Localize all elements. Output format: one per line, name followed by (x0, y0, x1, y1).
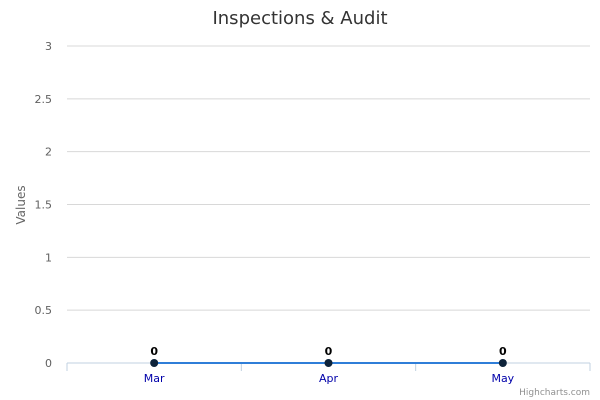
x-tick-label: May (491, 372, 514, 385)
y-axis-ticks: 0 0.5 1 1.5 2 2.5 3 (35, 40, 53, 370)
x-tick-label: Mar (144, 372, 165, 385)
y-tick-label: 2 (45, 146, 52, 159)
y-tick-label: 1 (45, 251, 52, 264)
data-label: 0 (325, 345, 333, 358)
y-axis-label: Values (14, 185, 28, 224)
y-tick-label: 0 (45, 357, 52, 370)
chart-title: Inspections & Audit (212, 8, 387, 29)
y-tick-label: 3 (45, 40, 52, 53)
series (150, 359, 507, 367)
x-tick-label: Apr (319, 372, 339, 385)
credits[interactable]: Highcharts.com (519, 388, 590, 398)
data-point[interactable] (498, 359, 507, 367)
x-axis-ticks: Mar Apr May (66, 363, 591, 385)
data-label: 0 (499, 345, 507, 358)
data-point[interactable] (150, 359, 159, 367)
y-tick-label: 1.5 (35, 199, 53, 212)
y-tick-label: 0.5 (35, 304, 53, 317)
y-tick-label: 2.5 (35, 93, 53, 106)
grid (67, 45, 590, 364)
data-labels: 0 0 0 (150, 345, 507, 358)
data-label: 0 (150, 345, 158, 358)
data-point[interactable] (324, 359, 333, 367)
